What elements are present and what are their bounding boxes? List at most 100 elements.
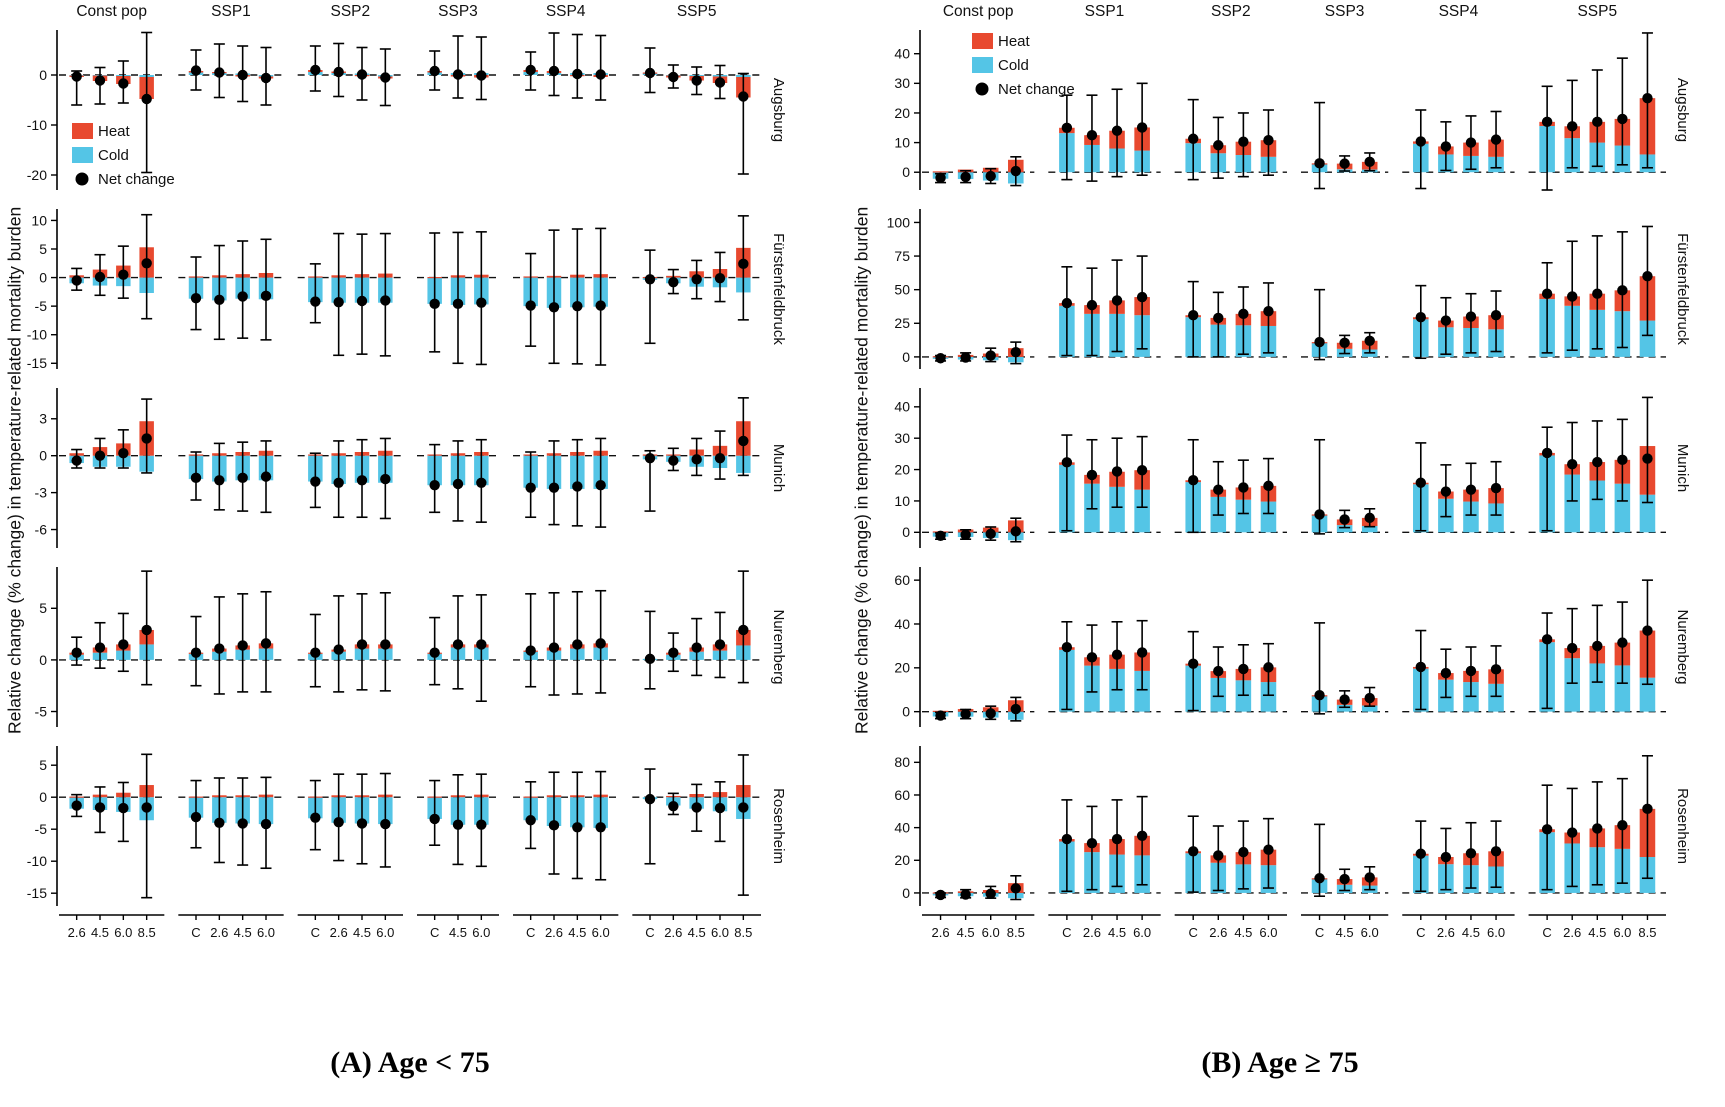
row-label-Rosenheim: Rosenheim bbox=[1674, 788, 1691, 864]
svg-text:0: 0 bbox=[39, 652, 47, 668]
svg-text:8.5: 8.5 bbox=[1638, 925, 1656, 940]
svg-text:4.5: 4.5 bbox=[1462, 925, 1480, 940]
legend: Heat Cold Net change bbox=[972, 33, 1075, 98]
svg-text:4.5: 4.5 bbox=[957, 925, 975, 940]
caption-panel-a: (A) Age < 75 bbox=[330, 1046, 490, 1079]
row-label-Munich: Munich bbox=[770, 444, 787, 492]
svg-text:0: 0 bbox=[902, 885, 910, 901]
svg-text:6.0: 6.0 bbox=[1259, 925, 1277, 940]
svg-text:2.6: 2.6 bbox=[932, 925, 950, 940]
svg-text:Cold: Cold bbox=[98, 147, 129, 164]
svg-text:0: 0 bbox=[902, 164, 910, 180]
svg-text:75: 75 bbox=[894, 248, 910, 264]
svg-text:20: 20 bbox=[894, 105, 910, 121]
row-label-Augsburg: Augsburg bbox=[770, 78, 787, 142]
svg-text:6.0: 6.0 bbox=[1361, 925, 1379, 940]
svg-text:5: 5 bbox=[39, 757, 47, 773]
svg-text:20: 20 bbox=[894, 852, 910, 868]
svg-text:2.6: 2.6 bbox=[1083, 925, 1101, 940]
svg-text:6.0: 6.0 bbox=[1487, 925, 1505, 940]
svg-text:5: 5 bbox=[39, 600, 47, 616]
svg-text:6.0: 6.0 bbox=[711, 925, 729, 940]
svg-text:Net change: Net change bbox=[98, 171, 175, 188]
row-label-Augsburg: Augsburg bbox=[1674, 78, 1691, 142]
caption-panel-b: (B) Age ≥ 75 bbox=[1201, 1046, 1359, 1079]
panel-a-chart: 0 -10 -20 Const pop SSP1 SSP2 SSP3 SSP4 SSP5 Augs… bbox=[27, 3, 787, 940]
svg-text:C: C bbox=[1315, 925, 1324, 940]
svg-text:6.0: 6.0 bbox=[1133, 925, 1151, 940]
svg-text:4.5: 4.5 bbox=[1108, 925, 1126, 940]
svg-text:6.0: 6.0 bbox=[1613, 925, 1631, 940]
svg-text:2.6: 2.6 bbox=[1563, 925, 1581, 940]
svg-text:60: 60 bbox=[894, 572, 910, 588]
svg-text:-10: -10 bbox=[27, 327, 47, 343]
svg-text:Net change: Net change bbox=[998, 81, 1075, 98]
svg-text:6.0: 6.0 bbox=[114, 925, 132, 940]
svg-text:40: 40 bbox=[894, 46, 910, 62]
svg-text:8.5: 8.5 bbox=[138, 925, 156, 940]
svg-text:8.5: 8.5 bbox=[734, 925, 752, 940]
svg-text:4.5: 4.5 bbox=[91, 925, 109, 940]
svg-text:20: 20 bbox=[894, 660, 910, 676]
row-label-Nuremberg: Nuremberg bbox=[770, 609, 787, 684]
svg-text:-3: -3 bbox=[35, 485, 48, 501]
svg-text:0: 0 bbox=[39, 67, 47, 83]
svg-text:10: 10 bbox=[31, 212, 47, 228]
svg-text:-20: -20 bbox=[27, 167, 47, 183]
svg-text:Heat: Heat bbox=[98, 123, 131, 140]
svg-text:-15: -15 bbox=[27, 885, 47, 901]
svg-text:C: C bbox=[1542, 925, 1551, 940]
svg-text:6.0: 6.0 bbox=[376, 925, 394, 940]
svg-text:SSP1: SSP1 bbox=[211, 3, 251, 20]
svg-text:60: 60 bbox=[894, 787, 910, 803]
svg-text:SSP2: SSP2 bbox=[1211, 3, 1251, 20]
svg-text:C: C bbox=[1416, 925, 1425, 940]
svg-text:4.5: 4.5 bbox=[1234, 925, 1252, 940]
svg-text:2.6: 2.6 bbox=[1437, 925, 1455, 940]
svg-text:0: 0 bbox=[39, 448, 47, 464]
svg-text:25: 25 bbox=[894, 315, 910, 331]
cold-legend-swatch bbox=[72, 147, 93, 163]
svg-text:4.5: 4.5 bbox=[688, 925, 706, 940]
svg-text:3: 3 bbox=[39, 411, 47, 427]
svg-text:C: C bbox=[311, 925, 320, 940]
cold-legend-swatch bbox=[972, 57, 993, 73]
svg-text:Const pop: Const pop bbox=[76, 3, 147, 20]
row-label-Fürstenfeldbruck: Fürstenfeldbruck bbox=[1674, 233, 1691, 345]
svg-text:2.6: 2.6 bbox=[1209, 925, 1227, 940]
svg-text:Const pop: Const pop bbox=[943, 3, 1014, 20]
svg-text:-15: -15 bbox=[27, 355, 47, 371]
svg-text:40: 40 bbox=[894, 820, 910, 836]
row-label-Fürstenfeldbruck: Fürstenfeldbruck bbox=[770, 233, 787, 345]
svg-text:C: C bbox=[430, 925, 439, 940]
svg-text:Heat: Heat bbox=[998, 33, 1031, 50]
svg-text:20: 20 bbox=[894, 461, 910, 477]
svg-text:0: 0 bbox=[902, 704, 910, 720]
svg-text:4.5: 4.5 bbox=[1588, 925, 1606, 940]
svg-text:30: 30 bbox=[894, 75, 910, 91]
svg-text:SSP3: SSP3 bbox=[1325, 3, 1365, 20]
svg-text:40: 40 bbox=[894, 616, 910, 632]
svg-text:40: 40 bbox=[894, 399, 910, 415]
svg-text:2.6: 2.6 bbox=[545, 925, 563, 940]
svg-text:4.5: 4.5 bbox=[449, 925, 467, 940]
svg-text:100: 100 bbox=[887, 214, 911, 230]
svg-text:C: C bbox=[1062, 925, 1071, 940]
net-change-legend-marker bbox=[75, 172, 89, 186]
svg-text:C: C bbox=[1189, 925, 1198, 940]
svg-text:SSP4: SSP4 bbox=[1439, 3, 1479, 20]
svg-text:SSP5: SSP5 bbox=[1577, 3, 1617, 20]
net-change-legend-marker bbox=[975, 82, 989, 96]
svg-text:6.0: 6.0 bbox=[472, 925, 490, 940]
svg-text:50: 50 bbox=[894, 282, 910, 298]
svg-text:30: 30 bbox=[894, 430, 910, 446]
svg-text:-5: -5 bbox=[35, 703, 48, 719]
svg-text:SSP4: SSP4 bbox=[546, 3, 586, 20]
svg-text:8.5: 8.5 bbox=[1007, 925, 1025, 940]
svg-text:5: 5 bbox=[39, 241, 47, 257]
svg-text:C: C bbox=[191, 925, 200, 940]
heat-legend-swatch bbox=[72, 123, 93, 139]
row-label-Rosenheim: Rosenheim bbox=[770, 788, 787, 864]
svg-text:0: 0 bbox=[902, 349, 910, 365]
svg-text:Cold: Cold bbox=[998, 57, 1029, 74]
